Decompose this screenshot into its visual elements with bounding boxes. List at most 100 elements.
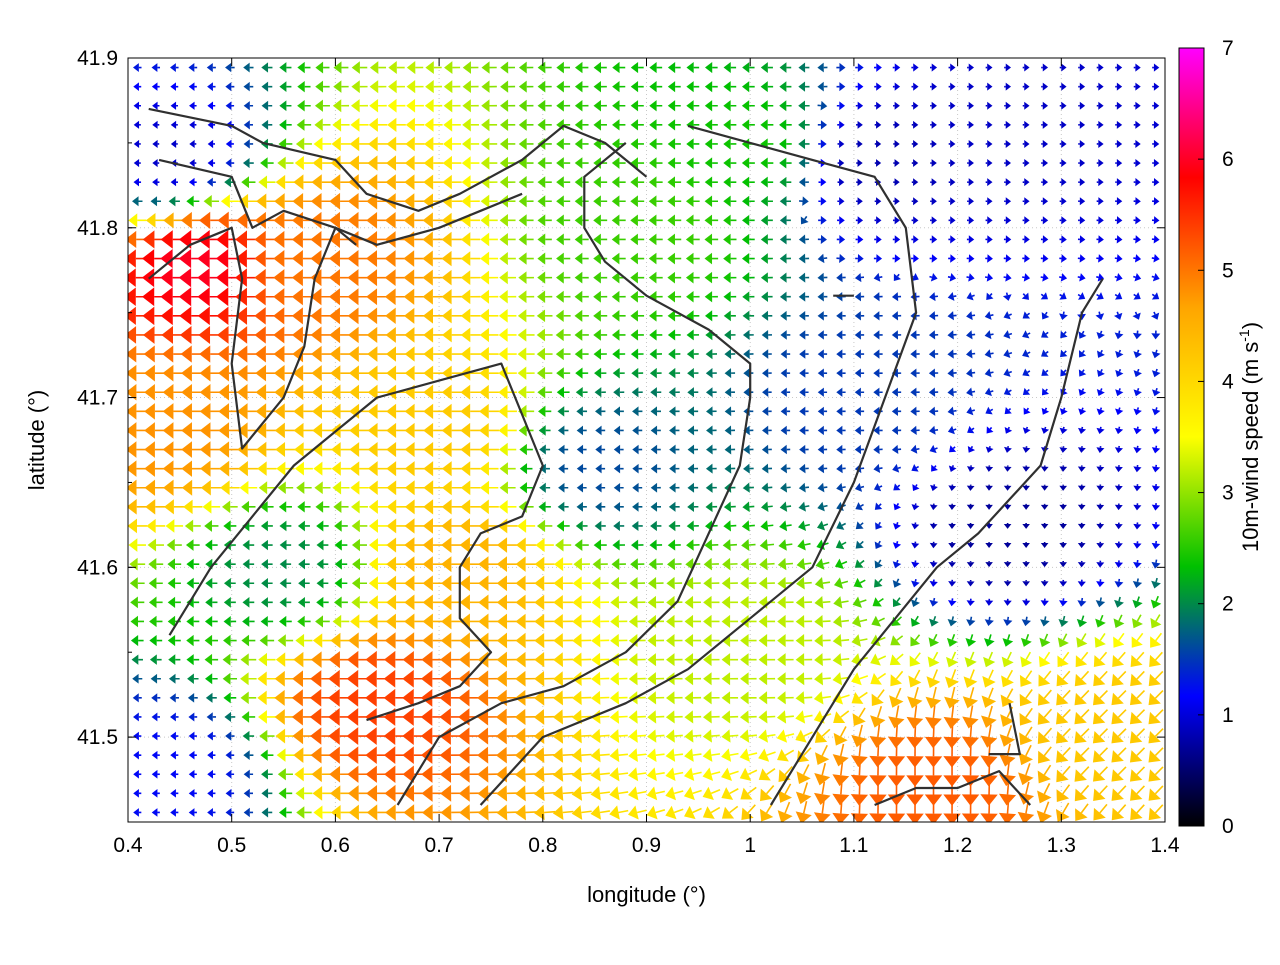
wind-vector-head [223, 520, 230, 531]
wind-vector-head [243, 750, 249, 760]
wind-vector-shaft [879, 599, 884, 602]
wind-vector-head [855, 407, 861, 416]
wind-vector [1022, 542, 1030, 548]
wind-vector-shaft [637, 735, 646, 736]
wind-vector-shaft [786, 563, 793, 564]
wind-vector-head [761, 292, 768, 302]
wind-vector-shaft [823, 524, 827, 525]
wind-vector [461, 289, 481, 304]
wind-vector [666, 615, 682, 628]
wind-vector-head [721, 748, 731, 761]
wind-vector [557, 406, 568, 416]
wind-vector-shaft [879, 486, 882, 487]
wind-vector-head [949, 445, 956, 452]
wind-vector-head [967, 466, 975, 472]
wind-vector [817, 273, 827, 283]
wind-vector [1003, 634, 1014, 646]
wind-vector-shaft [1078, 295, 1080, 296]
wind-vector-head [836, 388, 842, 397]
wind-vector-head [170, 732, 176, 741]
wind-vector [1056, 748, 1070, 763]
wind-vector [480, 481, 498, 495]
wind-vector [1096, 504, 1104, 510]
wind-vector-shaft [693, 790, 702, 793]
wind-vector [515, 575, 536, 591]
wind-vector-head [873, 464, 880, 473]
wind-vector-head [366, 785, 377, 802]
wind-vector [1115, 427, 1123, 434]
wind-vector-head [741, 558, 749, 571]
wind-vector-head [292, 307, 303, 324]
wind-vector [814, 801, 831, 825]
wind-vector-head [999, 754, 1015, 766]
wind-vector-head [894, 274, 901, 281]
wind-vector-head [740, 691, 749, 704]
wind-vector-head [405, 442, 415, 457]
wind-vector-head [405, 423, 415, 438]
wind-vector-head [442, 404, 452, 419]
wind-vector-shaft [767, 769, 775, 775]
wind-vector [1042, 408, 1050, 415]
wind-vector-head [796, 691, 805, 704]
wind-vector-head [534, 652, 544, 667]
wind-vector [760, 803, 773, 821]
wind-vector-shaft [842, 581, 848, 583]
wind-vector [649, 310, 663, 322]
wind-vector-shaft [1101, 388, 1102, 390]
wind-vector-shaft [929, 277, 931, 278]
wind-vector [279, 788, 293, 800]
wind-vector-head [224, 559, 231, 570]
wind-vector-shaft [971, 446, 972, 448]
wind-vector [762, 368, 772, 377]
wind-vector [518, 252, 533, 264]
wind-vector [257, 461, 276, 476]
wind-vector-shaft [1081, 785, 1088, 793]
wind-vector-head [723, 291, 730, 302]
wind-vector [721, 748, 738, 761]
wind-vector [647, 767, 665, 781]
wind-vector-head [460, 499, 470, 514]
wind-vector-shaft [860, 600, 866, 602]
wind-vector-head [1020, 675, 1032, 687]
wind-vector [1152, 541, 1161, 549]
wind-vector-shaft [915, 705, 917, 718]
wind-vector [553, 595, 573, 610]
wind-vector-head [556, 348, 564, 360]
wind-vector [833, 634, 849, 647]
wind-vector [189, 732, 197, 741]
wind-vector-head [647, 634, 656, 647]
wind-vector [781, 445, 791, 454]
wind-vector-shaft [674, 791, 683, 793]
wind-vector-head [832, 813, 849, 825]
wind-vector-head [572, 729, 582, 744]
wind-vector-head [423, 556, 433, 572]
wind-vector [312, 404, 333, 419]
wind-vector [610, 634, 627, 647]
wind-vector-head [518, 347, 527, 360]
wind-vector [1115, 388, 1123, 396]
wind-vector-shaft [1137, 729, 1145, 737]
wind-vector-head [329, 766, 340, 783]
wind-vector [610, 672, 627, 686]
wind-vector-shaft [1097, 295, 1099, 296]
wind-vector-head [762, 330, 768, 340]
wind-vector-head [458, 747, 469, 764]
wind-vector-head [632, 387, 639, 397]
wind-vector-shaft [711, 772, 720, 774]
wind-vector-shaft [991, 372, 994, 373]
wind-vector [1094, 652, 1107, 667]
wind-vector [1003, 368, 1011, 376]
wind-vector [129, 538, 146, 552]
wind-vector-head [238, 461, 248, 476]
wind-vector [684, 748, 701, 761]
wind-vector [187, 674, 198, 684]
wind-vector-head [553, 767, 563, 782]
wind-vector-head [329, 651, 340, 668]
wind-vector-head [947, 368, 953, 377]
wind-vector [893, 522, 901, 529]
wind-vector-shaft [934, 634, 937, 640]
wind-vector [423, 442, 444, 457]
wind-vector-head [273, 307, 284, 324]
wind-vector [888, 706, 904, 729]
wind-vector [647, 806, 665, 820]
